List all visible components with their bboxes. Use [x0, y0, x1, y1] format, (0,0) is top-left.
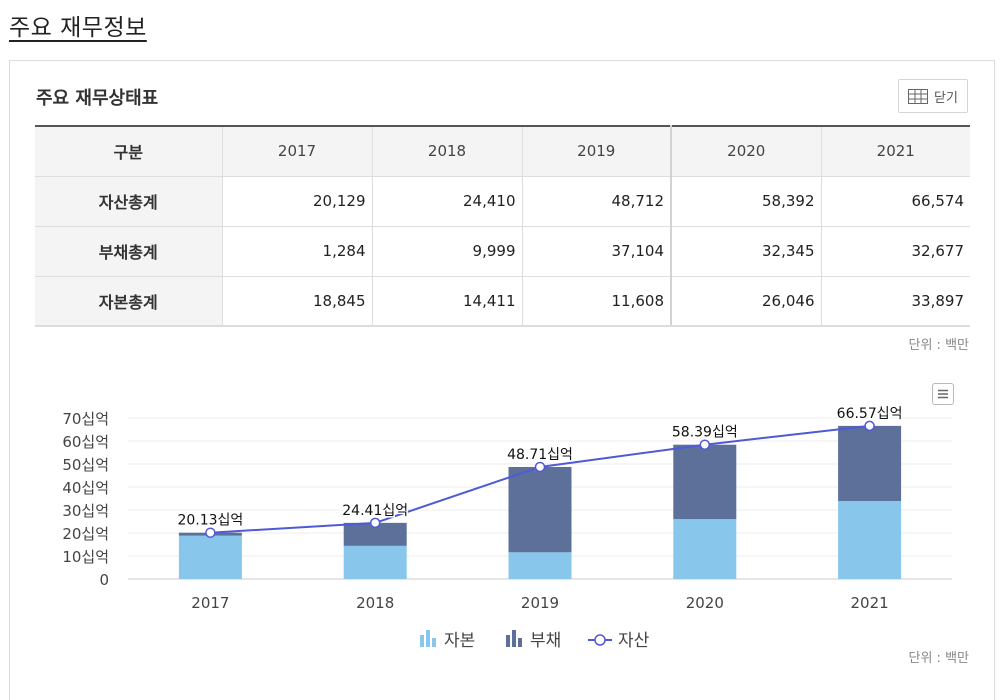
legend-line-icon [594, 634, 606, 646]
bar-equity [178, 535, 242, 579]
table-cell: 1,284 [221, 226, 372, 277]
asset-point [864, 420, 875, 432]
table-cell: 37,104 [521, 226, 671, 277]
x-tick-label: 2020 [686, 594, 724, 612]
table-cell: 66,574 [820, 176, 970, 227]
asset-point [699, 439, 711, 450]
table-cell: 58,392 [670, 176, 821, 227]
table-cell: 33,897 [820, 276, 970, 327]
table-row: 자본총계 18,845 14,411 11,608 26,046 33,897 [35, 276, 970, 327]
section-title: 주요 재무상태표 [36, 88, 159, 109]
header-cell: 2020 [670, 126, 821, 177]
row-label: 자본총계 [35, 276, 222, 327]
header-cell: 2018 [371, 126, 522, 177]
legend-bar-icon [426, 630, 430, 647]
data-label: 66.57십억 [837, 406, 903, 422]
asset-point [534, 461, 546, 473]
financial-panel [9, 60, 995, 700]
y-tick-label: 70십억 [62, 410, 109, 428]
bar-equity [673, 519, 737, 579]
header-cell: 2019 [521, 126, 671, 177]
bar-equity [838, 501, 902, 579]
table-cell: 20,129 [221, 176, 372, 227]
header-cell: 2021 [820, 126, 970, 177]
page-title: 주요 재무정보 [9, 15, 147, 41]
legend-label: 부채 [530, 631, 561, 651]
table-cell: 18,845 [221, 276, 372, 327]
bar-liability [838, 425, 902, 502]
legend-bar-icon [432, 638, 436, 647]
table-row: 부채총계 1,284 9,999 37,104 32,345 32,677 [35, 226, 970, 277]
bar-equity [343, 545, 407, 579]
table-unit-label: 단위 : 백만 [908, 338, 970, 353]
y-tick-label: 50십억 [62, 456, 109, 474]
table-cell: 48,712 [521, 176, 671, 227]
x-tick-label: 2021 [851, 594, 889, 612]
legend-bar-icon [506, 635, 510, 647]
data-label: 24.41십억 [342, 503, 408, 519]
asset-point [205, 527, 216, 538]
table-cell: 24,410 [371, 176, 522, 227]
bar-liability [343, 522, 407, 546]
table-grid-icon [908, 88, 929, 104]
table-cell: 11,608 [521, 276, 671, 327]
header-cell: 2017 [221, 126, 372, 177]
financial-chart: 0 10십억 20십억 30십억 40십억 50십억 60십억 70십억 2017 2018 201… [62, 404, 952, 651]
table-cell: 32,677 [820, 226, 970, 277]
data-label: 20.13십억 [177, 513, 243, 529]
table-cell: 9,999 [371, 226, 522, 277]
asset-point [369, 517, 381, 529]
close-button[interactable]: 닫기 [898, 79, 968, 113]
y-tick-label: 10십억 [62, 548, 109, 566]
data-label: 58.39십억 [672, 425, 738, 441]
x-tick-label: 2018 [356, 594, 394, 612]
table-cell: 32,345 [670, 226, 821, 277]
bar-liability [508, 466, 572, 553]
table-row: 자산총계 20,129 24,410 48,712 58,392 66,574 [35, 176, 970, 227]
table-header-row: 구분 2017 2018 2019 2020 2021 [35, 126, 970, 177]
bar-liability [673, 444, 737, 520]
table-cell: 26,046 [670, 276, 821, 327]
header-cell: 구분 [35, 126, 222, 177]
data-label: 48.71십억 [507, 447, 573, 463]
y-tick-label: 0 [99, 571, 109, 589]
row-label: 자산총계 [35, 176, 222, 227]
legend-bar-icon [512, 630, 516, 647]
x-tick-label: 2017 [191, 594, 229, 612]
menu-icon [938, 389, 948, 399]
table-cell: 14,411 [371, 276, 522, 327]
legend-bar-icon [518, 638, 522, 647]
close-button-label: 닫기 [934, 90, 958, 106]
y-tick-label: 40십억 [62, 479, 109, 497]
y-tick-label: 20십억 [62, 525, 109, 543]
row-label: 부채총계 [35, 226, 222, 277]
legend-label: 자본 [444, 631, 475, 651]
legend-label: 자산 [618, 631, 650, 651]
legend-bar-icon [420, 635, 424, 647]
x-tick-label: 2019 [521, 594, 559, 612]
y-tick-label: 30십억 [62, 502, 109, 520]
bar-equity [508, 552, 572, 579]
chart-menu-button[interactable] [932, 383, 954, 405]
y-tick-label: 60십억 [62, 433, 109, 451]
chart-unit-label: 단위 : 백만 [908, 651, 970, 666]
financial-table: 구분 2017 2018 2019 2020 2021 자산총계 20,129 … [35, 125, 970, 327]
